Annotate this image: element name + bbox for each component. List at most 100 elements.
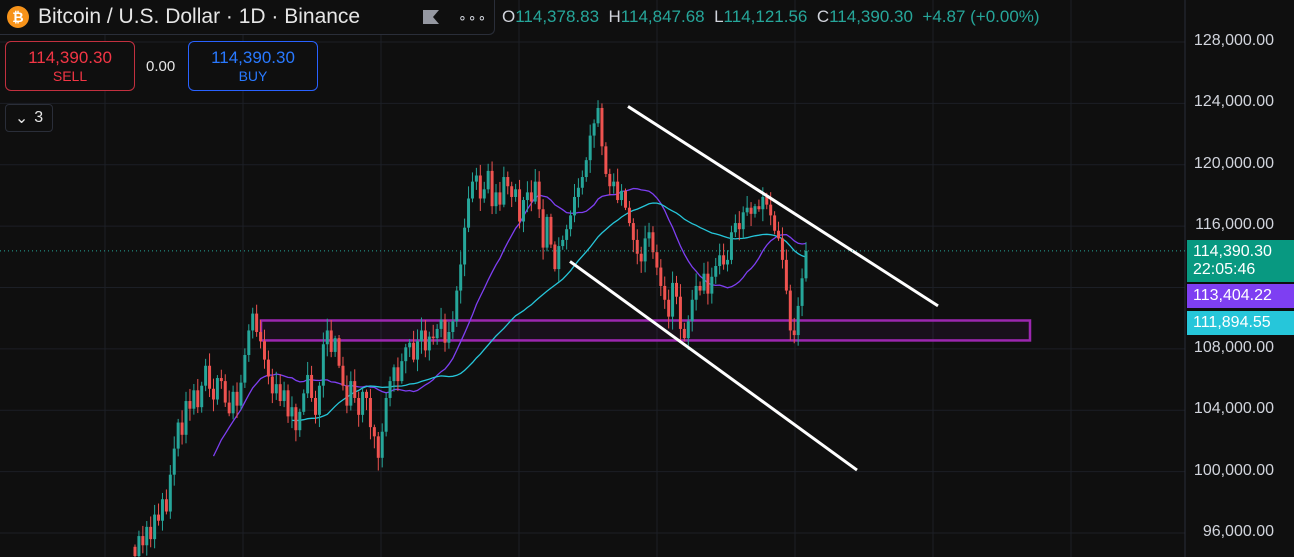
- candle-body: [290, 407, 294, 417]
- candle-body: [486, 170, 490, 190]
- candle-body: [533, 181, 537, 202]
- candle-body: [310, 374, 314, 398]
- close-value: 114,390.30: [829, 7, 913, 26]
- candle-body: [419, 330, 423, 342]
- ma-slow-value: 111,894.55: [1193, 313, 1271, 331]
- bitcoin-icon: ₿: [7, 6, 29, 28]
- candle-body: [675, 282, 679, 297]
- flag-icon[interactable]: [422, 9, 440, 25]
- price-axis-label: 124,000.00: [1193, 93, 1274, 111]
- candle-body: [408, 342, 412, 348]
- candle-body: [443, 319, 447, 343]
- candle-body: [396, 367, 400, 382]
- candle-body: [282, 390, 286, 402]
- candle-body: [215, 378, 219, 400]
- candle-body: [537, 181, 541, 210]
- more-options-icon[interactable]: ∘∘∘: [458, 9, 488, 25]
- candle-body: [423, 330, 427, 351]
- candle-body: [294, 407, 298, 431]
- candle-body: [627, 207, 631, 224]
- candle-body: [561, 239, 565, 247]
- candle-body: [439, 319, 443, 329]
- buy-price: 114,390.30: [211, 48, 295, 67]
- candle-body: [168, 474, 172, 512]
- candle-body: [729, 232, 733, 260]
- indicators-toggle-button[interactable]: ⌄ 3: [5, 104, 53, 132]
- symbol-header: [0, 0, 495, 35]
- candle-body: [655, 252, 659, 268]
- candle-body: [572, 196, 576, 216]
- candle-body: [792, 330, 796, 336]
- candle-body: [317, 385, 321, 415]
- candle-body: [663, 285, 667, 300]
- candle-body: [722, 255, 726, 265]
- candle-body: [647, 232, 651, 239]
- candle-body: [702, 273, 706, 291]
- candle-body: [541, 209, 545, 248]
- buy-button[interactable]: 114,390.30 BUY: [188, 41, 318, 91]
- open-value: 114,378.83: [515, 7, 600, 26]
- candle-body: [298, 411, 302, 431]
- candle-body: [133, 546, 137, 557]
- high-value: 114,847.68: [620, 7, 705, 26]
- candle-body: [737, 223, 741, 230]
- candle-body: [698, 285, 702, 291]
- candle-body: [137, 536, 141, 557]
- candle-body: [149, 526, 153, 540]
- candle-body: [592, 123, 596, 136]
- candle-body: [521, 200, 525, 222]
- price-axis-label: 104,000.00: [1193, 400, 1274, 418]
- ma-slow-tag: 111,894.55: [1187, 310, 1294, 335]
- candle-body: [345, 385, 349, 406]
- candle-body: [459, 264, 463, 291]
- candle-body: [259, 331, 263, 342]
- candle-body: [337, 338, 341, 366]
- sell-button[interactable]: 114,390.30 SELL: [5, 41, 135, 91]
- candle-body: [321, 344, 325, 386]
- candle-body: [384, 397, 388, 432]
- indicator-count: 3: [34, 109, 44, 126]
- candle-body: [341, 365, 345, 386]
- candle-body: [761, 196, 765, 210]
- candle-body: [671, 282, 675, 317]
- candle-body: [463, 227, 467, 265]
- candle-body: [576, 187, 580, 197]
- candle-body: [412, 342, 416, 360]
- candle-body: [710, 276, 714, 294]
- candle-body: [616, 181, 620, 201]
- candle-body: [274, 384, 278, 394]
- symbol-title[interactable]: Bitcoin / U.S. Dollar · 1D · Binance: [38, 5, 361, 28]
- candle-body: [620, 190, 624, 201]
- sell-price: 114,390.30: [28, 48, 112, 67]
- high-label: H: [608, 7, 621, 26]
- last-price-value: 114,390.30: [1193, 242, 1272, 260]
- low-value: 114,121.56: [723, 7, 808, 26]
- candle-body: [380, 431, 384, 458]
- candle-body: [172, 448, 176, 475]
- candle-body: [667, 299, 671, 317]
- chevron-down-icon: ⌄: [14, 110, 29, 127]
- candle-body: [686, 321, 690, 339]
- open-label: O: [502, 7, 516, 26]
- candle-body: [302, 393, 306, 412]
- candle-body: [584, 160, 588, 178]
- candle-body: [266, 359, 270, 377]
- candle-body: [800, 278, 804, 306]
- candle-body: [498, 192, 502, 205]
- candle-body: [239, 382, 243, 406]
- candle-body: [435, 328, 439, 339]
- candle-body: [482, 189, 486, 199]
- candle-body: [596, 107, 600, 124]
- candle-body: [447, 331, 451, 343]
- candle-body: [777, 230, 781, 239]
- candle-body: [455, 290, 459, 322]
- price-axis-label: 120,000.00: [1193, 154, 1274, 172]
- price-axis-label: 96,000.00: [1202, 523, 1274, 540]
- candle-body: [392, 367, 396, 382]
- candle-body: [349, 381, 353, 406]
- ma-slow-line: [291, 202, 807, 422]
- candle-body: [659, 267, 663, 286]
- spread-value: 0.00: [146, 58, 176, 75]
- candle-body: [753, 206, 757, 214]
